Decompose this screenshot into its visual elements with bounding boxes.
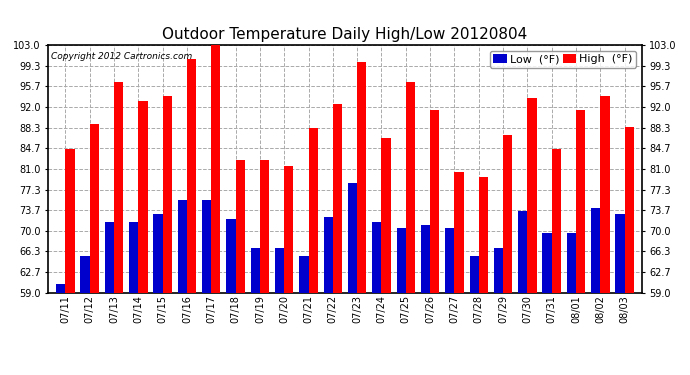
Bar xyxy=(163,96,172,292)
Bar xyxy=(552,149,561,292)
Bar xyxy=(372,222,382,292)
Bar xyxy=(138,101,148,292)
Bar xyxy=(615,214,624,292)
Bar xyxy=(81,256,90,292)
Bar xyxy=(260,160,269,292)
Bar xyxy=(624,127,634,292)
Bar xyxy=(114,82,124,292)
Bar xyxy=(494,248,503,292)
Bar xyxy=(284,166,293,292)
Bar xyxy=(333,104,342,292)
Bar xyxy=(275,248,284,292)
Bar xyxy=(430,110,440,292)
Bar xyxy=(324,217,333,292)
Bar xyxy=(406,82,415,292)
Bar xyxy=(566,234,576,292)
Text: Copyright 2012 Cartronics.com: Copyright 2012 Cartronics.com xyxy=(51,53,193,62)
Bar xyxy=(518,211,527,292)
Bar xyxy=(178,200,187,292)
Bar xyxy=(90,124,99,292)
Bar xyxy=(527,99,537,292)
Bar xyxy=(250,248,260,292)
Bar xyxy=(455,172,464,292)
Bar xyxy=(211,45,221,292)
Bar xyxy=(56,284,66,292)
Bar xyxy=(348,183,357,292)
Bar xyxy=(129,222,138,292)
Bar xyxy=(308,128,318,292)
Title: Outdoor Temperature Daily High/Low 20120804: Outdoor Temperature Daily High/Low 20120… xyxy=(162,27,528,42)
Legend: Low  (°F), High  (°F): Low (°F), High (°F) xyxy=(490,51,636,68)
Bar xyxy=(469,256,479,292)
Bar xyxy=(187,59,196,292)
Bar xyxy=(66,149,75,292)
Bar xyxy=(235,160,245,292)
Bar xyxy=(226,219,235,292)
Bar xyxy=(445,228,455,292)
Bar xyxy=(105,222,114,292)
Bar xyxy=(397,228,406,292)
Bar xyxy=(299,256,308,292)
Bar xyxy=(357,62,366,292)
Bar xyxy=(503,135,512,292)
Bar xyxy=(382,138,391,292)
Bar xyxy=(576,110,585,292)
Bar xyxy=(153,214,163,292)
Bar xyxy=(421,225,430,292)
Bar xyxy=(542,234,552,292)
Bar xyxy=(202,200,211,292)
Bar xyxy=(479,177,488,292)
Bar xyxy=(600,96,609,292)
Bar xyxy=(591,208,600,292)
